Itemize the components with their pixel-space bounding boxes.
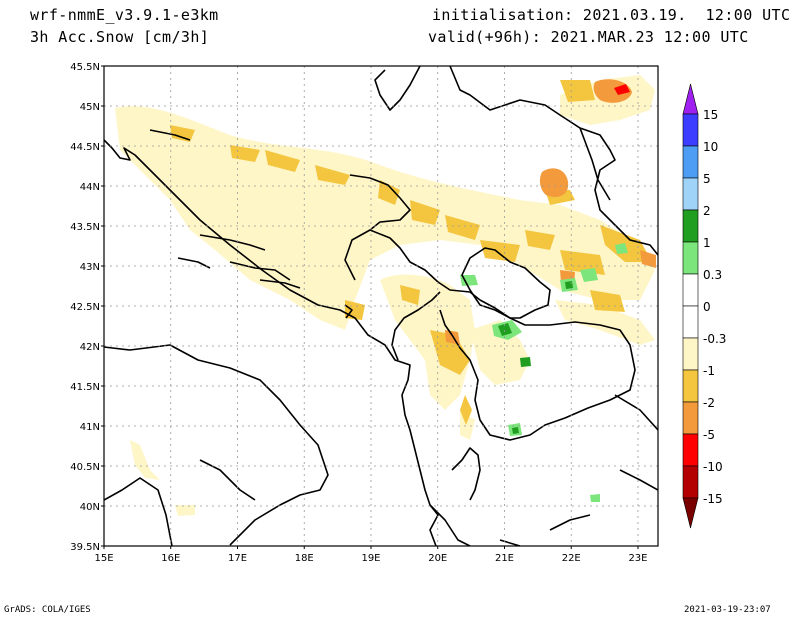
colorbar-segment (682, 337, 699, 371)
colorbar-label: -2 (703, 396, 715, 410)
lon-tick-label: 15E (94, 553, 113, 564)
lon-tick-label: 17E (228, 553, 247, 564)
colorbar-segment (682, 177, 699, 211)
colorbar-segment (682, 241, 699, 275)
colorbar-segment (682, 401, 699, 435)
longitude-labels: 15E 16E 17E 18E 19E 20E 21E 22E 23E (94, 546, 647, 564)
colorbar-label: 5 (703, 172, 711, 186)
colorbar-label: -15 (703, 492, 723, 506)
grid-lines (104, 66, 658, 546)
colorbar-segment (682, 145, 699, 179)
lat-tick-label: 40.5N (70, 462, 100, 473)
colorbar-segment (682, 209, 699, 243)
lat-tick-label: 41N (80, 422, 100, 433)
colorbar-segment (682, 433, 699, 467)
colorbar-top-arrow (682, 83, 699, 115)
lon-tick-label: 19E (361, 553, 380, 564)
lon-tick-label: 18E (295, 553, 314, 564)
colorbar-label: 2 (703, 204, 711, 218)
lat-tick-label: 43.5N (70, 222, 100, 233)
field-label: 3h Acc.Snow [cm/3h] (30, 28, 210, 46)
credit-label: GrADS: COLA/IGES (4, 605, 91, 615)
lat-tick-label: 43N (80, 262, 100, 273)
lat-tick-label: 40N (80, 502, 100, 513)
colorbar-segment (682, 273, 699, 307)
lon-tick-label: 16E (161, 553, 180, 564)
lon-tick-label: 21E (495, 553, 514, 564)
colorbar-label: -5 (703, 428, 715, 442)
lat-tick-label: 42.5N (70, 302, 100, 313)
colorbar-label: 0.3 (703, 268, 722, 282)
lat-tick-label: 45.5N (70, 62, 100, 73)
latitude-labels: 45.5N 45N 44.5N 44N 43.5N 43N 42.5N 42N 41.5N 41N… (70, 62, 104, 553)
timestamp-label: 2021-03-19-23:07 (684, 605, 771, 615)
colorbar-segment (682, 369, 699, 403)
colorbar: 15 10 5 2 1 0.3 0 -0.3 -1 -2 -5 -10 -15 (682, 83, 726, 529)
lat-tick-label: 45N (80, 102, 100, 113)
colorbar-label: -1 (703, 364, 715, 378)
model-label: wrf-nmmE_v3.9.1-e3km (30, 6, 219, 24)
lat-tick-label: 39.5N (70, 542, 100, 553)
snow-field (115, 75, 656, 516)
init-label: initialisation: 2021.03.19. 12:00 UTC (432, 6, 791, 24)
colorbar-label: -0.3 (703, 332, 726, 346)
coastline-borders (104, 66, 658, 546)
colorbar-label: -10 (703, 460, 723, 474)
lon-tick-label: 20E (428, 553, 447, 564)
lat-tick-label: 42N (80, 342, 100, 353)
lat-tick-label: 44N (80, 182, 100, 193)
colorbar-label: 10 (703, 140, 718, 154)
colorbar-segment (682, 305, 699, 339)
lat-tick-label: 41.5N (70, 382, 100, 393)
colorbar-segment (682, 465, 699, 499)
colorbar-label: 15 (703, 108, 718, 122)
colorbar-label: 1 (703, 236, 711, 250)
colorbar-label: 0 (703, 300, 711, 314)
lon-tick-label: 22E (562, 553, 581, 564)
colorbar-bottom-arrow (682, 497, 699, 529)
lon-tick-label: 23E (628, 553, 647, 564)
lat-tick-label: 44.5N (70, 142, 100, 153)
valid-label: valid(+96h): 2021.MAR.23 12:00 UTC (428, 28, 749, 46)
colorbar-segment (682, 113, 699, 147)
